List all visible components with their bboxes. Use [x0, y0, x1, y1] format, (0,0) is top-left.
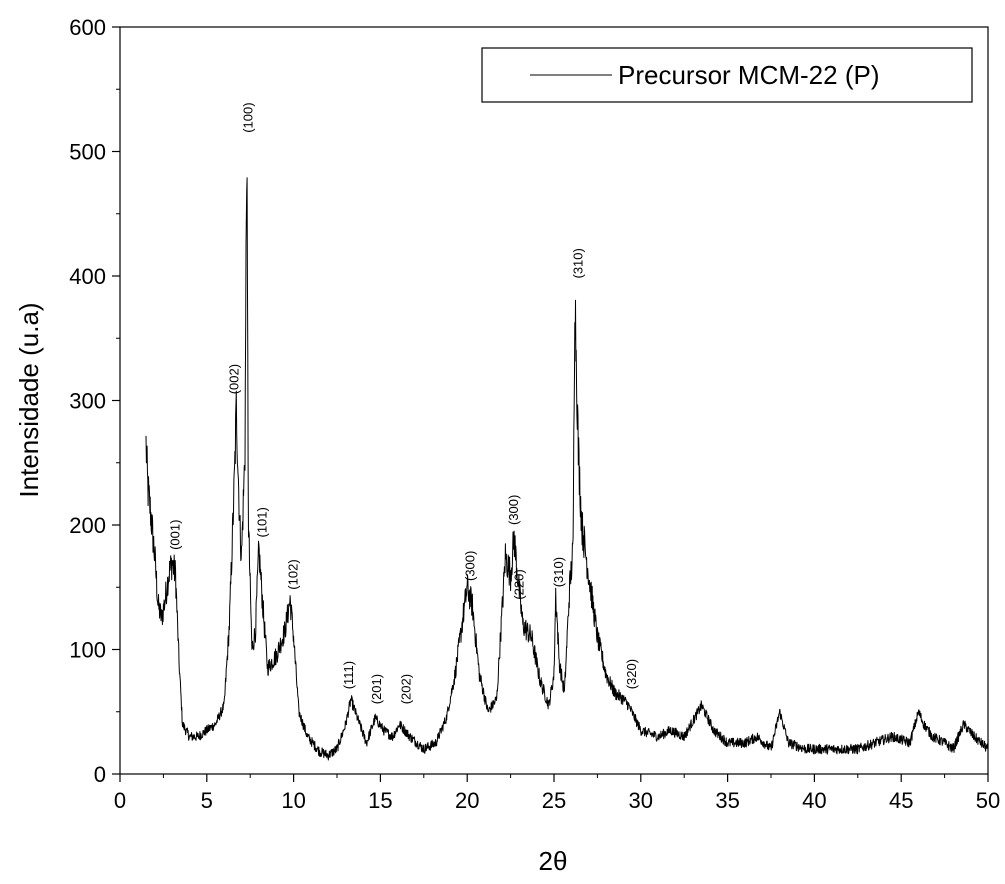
x-tick-label: 45 [889, 788, 913, 813]
peak-label: (300) [463, 551, 478, 581]
peak-label: (220) [511, 569, 526, 599]
peak-label: (002) [227, 364, 242, 394]
peak-label: (202) [398, 674, 413, 704]
x-tick-label: 35 [715, 788, 739, 813]
peak-label: (100) [241, 102, 256, 132]
y-tick-label: 500 [69, 140, 106, 165]
y-tick-label: 400 [69, 264, 106, 289]
y-tick-label: 600 [69, 15, 106, 40]
peak-annotations: (001) (002) (100) (101) (102) (111) (201) (202)… [168, 102, 639, 704]
series-line-precursor [145, 177, 989, 761]
peak-label: (201) [369, 674, 384, 704]
x-tick-label: 20 [455, 788, 479, 813]
y-tick-label: 0 [94, 762, 106, 787]
peak-label: (102) [286, 559, 301, 589]
x-tick-label: 50 [976, 788, 1000, 813]
peak-label: (101) [254, 507, 269, 537]
y-axis-title: Intensidade (u.a) [14, 302, 44, 497]
x-tick-label: 30 [629, 788, 653, 813]
peak-label: (300) [506, 495, 521, 525]
x-axis-title: 2θ [539, 846, 568, 876]
x-tick-label: 0 [114, 788, 126, 813]
peak-label: (310) [570, 248, 585, 278]
x-tick-label: 40 [802, 788, 826, 813]
y-tick-label: 100 [69, 638, 106, 663]
x-axis-ticks: 0 5 10 15 20 25 30 35 40 45 50 [114, 774, 1000, 813]
legend-entry-label: Precursor MCM-22 (P) [618, 60, 879, 90]
peak-label: (111) [341, 661, 356, 689]
x-tick-label: 15 [368, 788, 392, 813]
peak-label: (001) [168, 520, 183, 550]
y-tick-label: 300 [69, 389, 106, 414]
peak-label: (320) [624, 659, 639, 689]
x-tick-label: 5 [201, 788, 213, 813]
y-axis-ticks: 0 100 200 300 400 500 600 [69, 15, 120, 787]
x-tick-label: 25 [542, 788, 566, 813]
series-layer [145, 177, 989, 761]
peak-label: (310) [551, 557, 566, 587]
x-tick-label: 10 [281, 788, 305, 813]
legend: Precursor MCM-22 (P) [481, 47, 973, 103]
y-tick-label: 200 [69, 513, 106, 538]
